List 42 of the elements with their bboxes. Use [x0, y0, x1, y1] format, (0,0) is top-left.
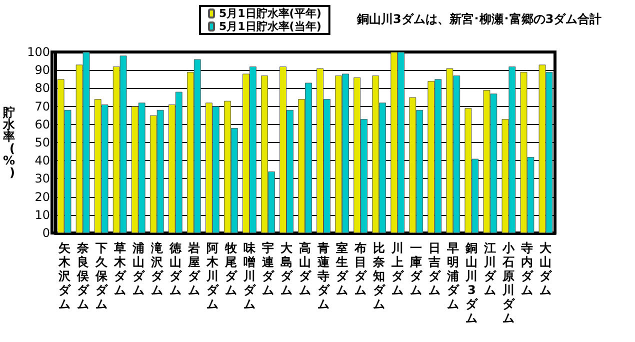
y-tick-label: 40 — [34, 154, 50, 168]
x-tick-label: 小石原川ダム — [502, 241, 516, 325]
y-tick-label: 10 — [34, 208, 50, 222]
x-tick-label: 早明浦ダム — [446, 241, 460, 311]
y-tick-label: 50 — [34, 136, 50, 150]
x-tick-label: 阿木川ダム — [205, 241, 220, 311]
x-tick-label: 江川ダム — [483, 241, 498, 297]
chart-title: 銅山川3ダムは、新宮･柳瀬･富郷の3ダム合計 — [356, 12, 602, 26]
x-tick-label: 滝沢ダム — [150, 241, 164, 297]
x-tick-label: 高山ダム — [299, 241, 312, 297]
x-tick-label: 布目ダム — [354, 241, 368, 297]
x-tick-label: 大山ダム — [540, 241, 553, 297]
y-tick-label: 30 — [34, 172, 50, 186]
x-tick-label: 青蓮寺ダム — [316, 241, 331, 311]
x-tick-label: 奈良俣ダム — [76, 241, 90, 311]
x-tick-label: 岩屋ダム — [186, 241, 201, 297]
x-tick-label: 味噌川ダム — [242, 241, 256, 311]
y-tick-label: 90 — [34, 63, 50, 78]
x-tick-label: 矢木沢ダム — [57, 241, 72, 311]
y-tick-label: 80 — [34, 81, 50, 96]
y-tick-label: 20 — [34, 190, 50, 204]
y-axis-title: 貯水率(%) — [2, 106, 16, 180]
y-tick-label: 70 — [34, 99, 50, 114]
x-tick-label: 徳山ダム — [168, 241, 182, 297]
x-tick-label: 牧尾ダム — [224, 241, 238, 297]
x-tick-label: 宇連ダム — [260, 241, 275, 297]
legend-label: 5月1日貯水率(平年) — [219, 7, 322, 20]
x-tick-label: 川上ダム — [390, 241, 405, 297]
y-tick-label: 0 — [42, 226, 50, 240]
x-tick-label: 浦山ダム — [131, 241, 146, 297]
x-tick-label: 日吉ダム — [428, 241, 442, 297]
x-tick-label: 下久保ダム — [94, 241, 108, 311]
x-tick-label: 比奈知ダム — [372, 241, 386, 311]
x-tick-label: 銅山川3ダム — [464, 241, 479, 325]
x-tick-label: 室生ダム — [335, 241, 350, 297]
y-tick-label: 60 — [34, 117, 50, 132]
x-tick-label: 一庫ダム — [409, 241, 424, 297]
x-tick-label: 大島ダム — [280, 241, 294, 297]
y-tick-label: 100 — [27, 45, 50, 59]
x-tick-label: 寺内ダム — [520, 241, 534, 297]
x-tick-label: 草木ダム — [112, 241, 127, 297]
legend-label: 5月1日貯水率(当年) — [219, 20, 322, 33]
